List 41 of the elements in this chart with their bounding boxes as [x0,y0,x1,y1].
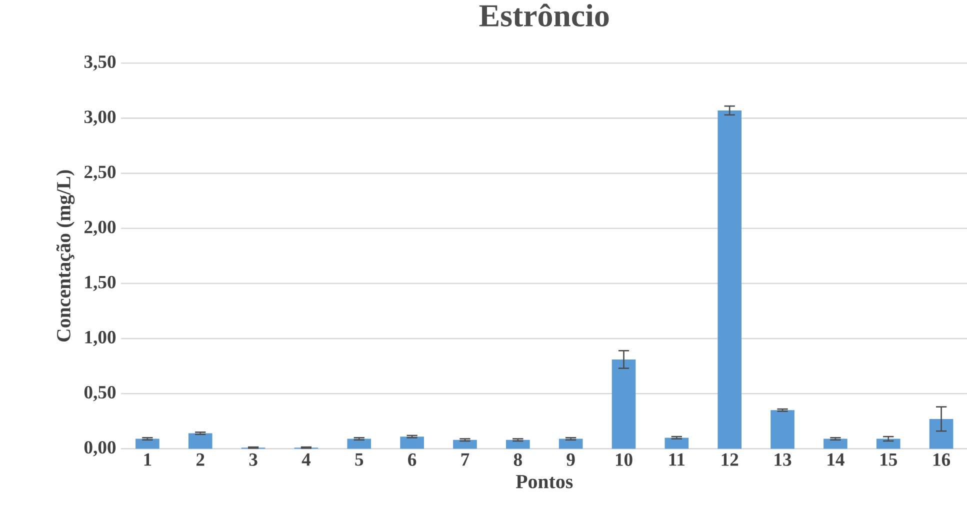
y-tick-label: 0,00 [84,441,116,456]
bar [876,438,900,449]
bar [400,436,424,449]
x-tick-label: 11 [669,453,684,466]
x-tick-label: 12 [722,453,738,466]
bar [506,440,530,449]
x-tick-label: 15 [880,453,897,466]
bar [558,438,583,449]
x-tick-label: 14 [828,453,844,466]
y-tick-label: 1,00 [85,330,116,346]
y-tick-label: 2,50 [84,166,116,181]
chart-title: Estrôncio [479,4,609,26]
bar [453,440,477,449]
bar [612,359,636,449]
x-tick-label: 6 [408,453,416,466]
x-tick-label: 10 [616,453,632,466]
y-tick-label: 3,50 [84,55,116,71]
x-tick-label: 3 [249,453,258,466]
y-tick-label: 0,50 [84,386,116,402]
x-tick-label: 1 [144,453,152,466]
bar [664,438,689,449]
x-tick-label: 2 [196,453,204,466]
x-tick-label: 9 [566,453,575,466]
bar [136,438,160,449]
y-axis-title: Concentação (mg/L) [56,170,75,342]
x-axis-title: Pontos [516,475,573,488]
x-tick-label: 7 [461,453,470,466]
x-tick-label: 16 [933,453,950,466]
bar [718,110,742,449]
y-tick-label: 2,00 [84,220,116,236]
bar [824,438,848,449]
x-tick-label: 4 [302,453,311,466]
bar [929,418,954,449]
y-tick-label: 3,00 [84,110,116,126]
x-tick-label: 13 [774,453,792,466]
bar [347,438,372,449]
x-tick-label: 8 [514,453,522,466]
y-tick-label: 1,50 [85,276,116,292]
bar [188,433,212,449]
x-tick-label: 5 [355,453,364,466]
bar [770,410,794,449]
